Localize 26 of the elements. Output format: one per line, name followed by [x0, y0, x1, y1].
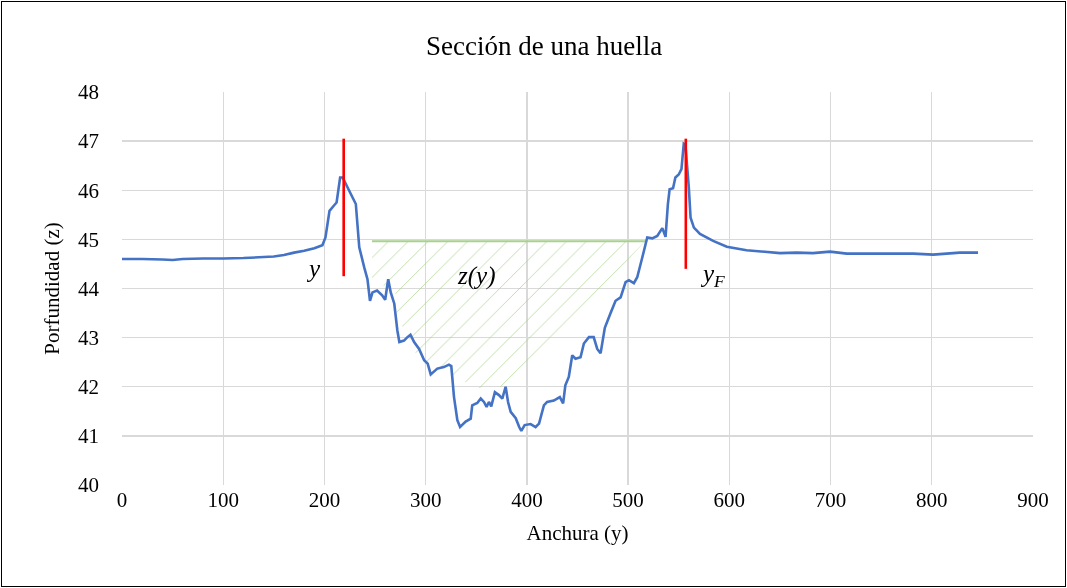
x-tick-label: 0: [116, 488, 128, 512]
y-axis-title: Porfundidad (z): [40, 222, 65, 355]
x-tick-label: 900: [1017, 488, 1049, 512]
y-tick-label: 45: [78, 227, 99, 252]
y-tick-label: 40: [78, 473, 99, 498]
x-tick-label: 700: [814, 488, 847, 512]
annotation: y$_{F}$: [700, 260, 726, 292]
y-tick-label: 48: [78, 80, 99, 105]
x-tick-label: 400: [511, 488, 543, 512]
x-tick-label: 600: [713, 488, 746, 512]
x-tick-label: 100: [207, 488, 239, 512]
y-tick-label: 47: [78, 129, 99, 154]
y-tick-label: 42: [78, 375, 99, 400]
annotation: z(y): [457, 262, 496, 290]
y-tick-label: 44: [78, 276, 100, 301]
x-tick-label: 300: [409, 488, 442, 512]
y-tick-label: 46: [78, 178, 99, 203]
y-tick-label: 43: [78, 325, 99, 350]
chart-title: Sección de una huella: [426, 31, 663, 62]
x-tick-label: 500: [612, 488, 644, 512]
x-axis-title: Anchura (y): [526, 521, 629, 546]
line-series: [122, 142, 980, 433]
x-tick-label: 800: [916, 488, 948, 512]
annotation: y: [306, 255, 321, 282]
x-tick-label: 200: [308, 488, 341, 512]
y-tick-label: 41: [78, 424, 99, 449]
